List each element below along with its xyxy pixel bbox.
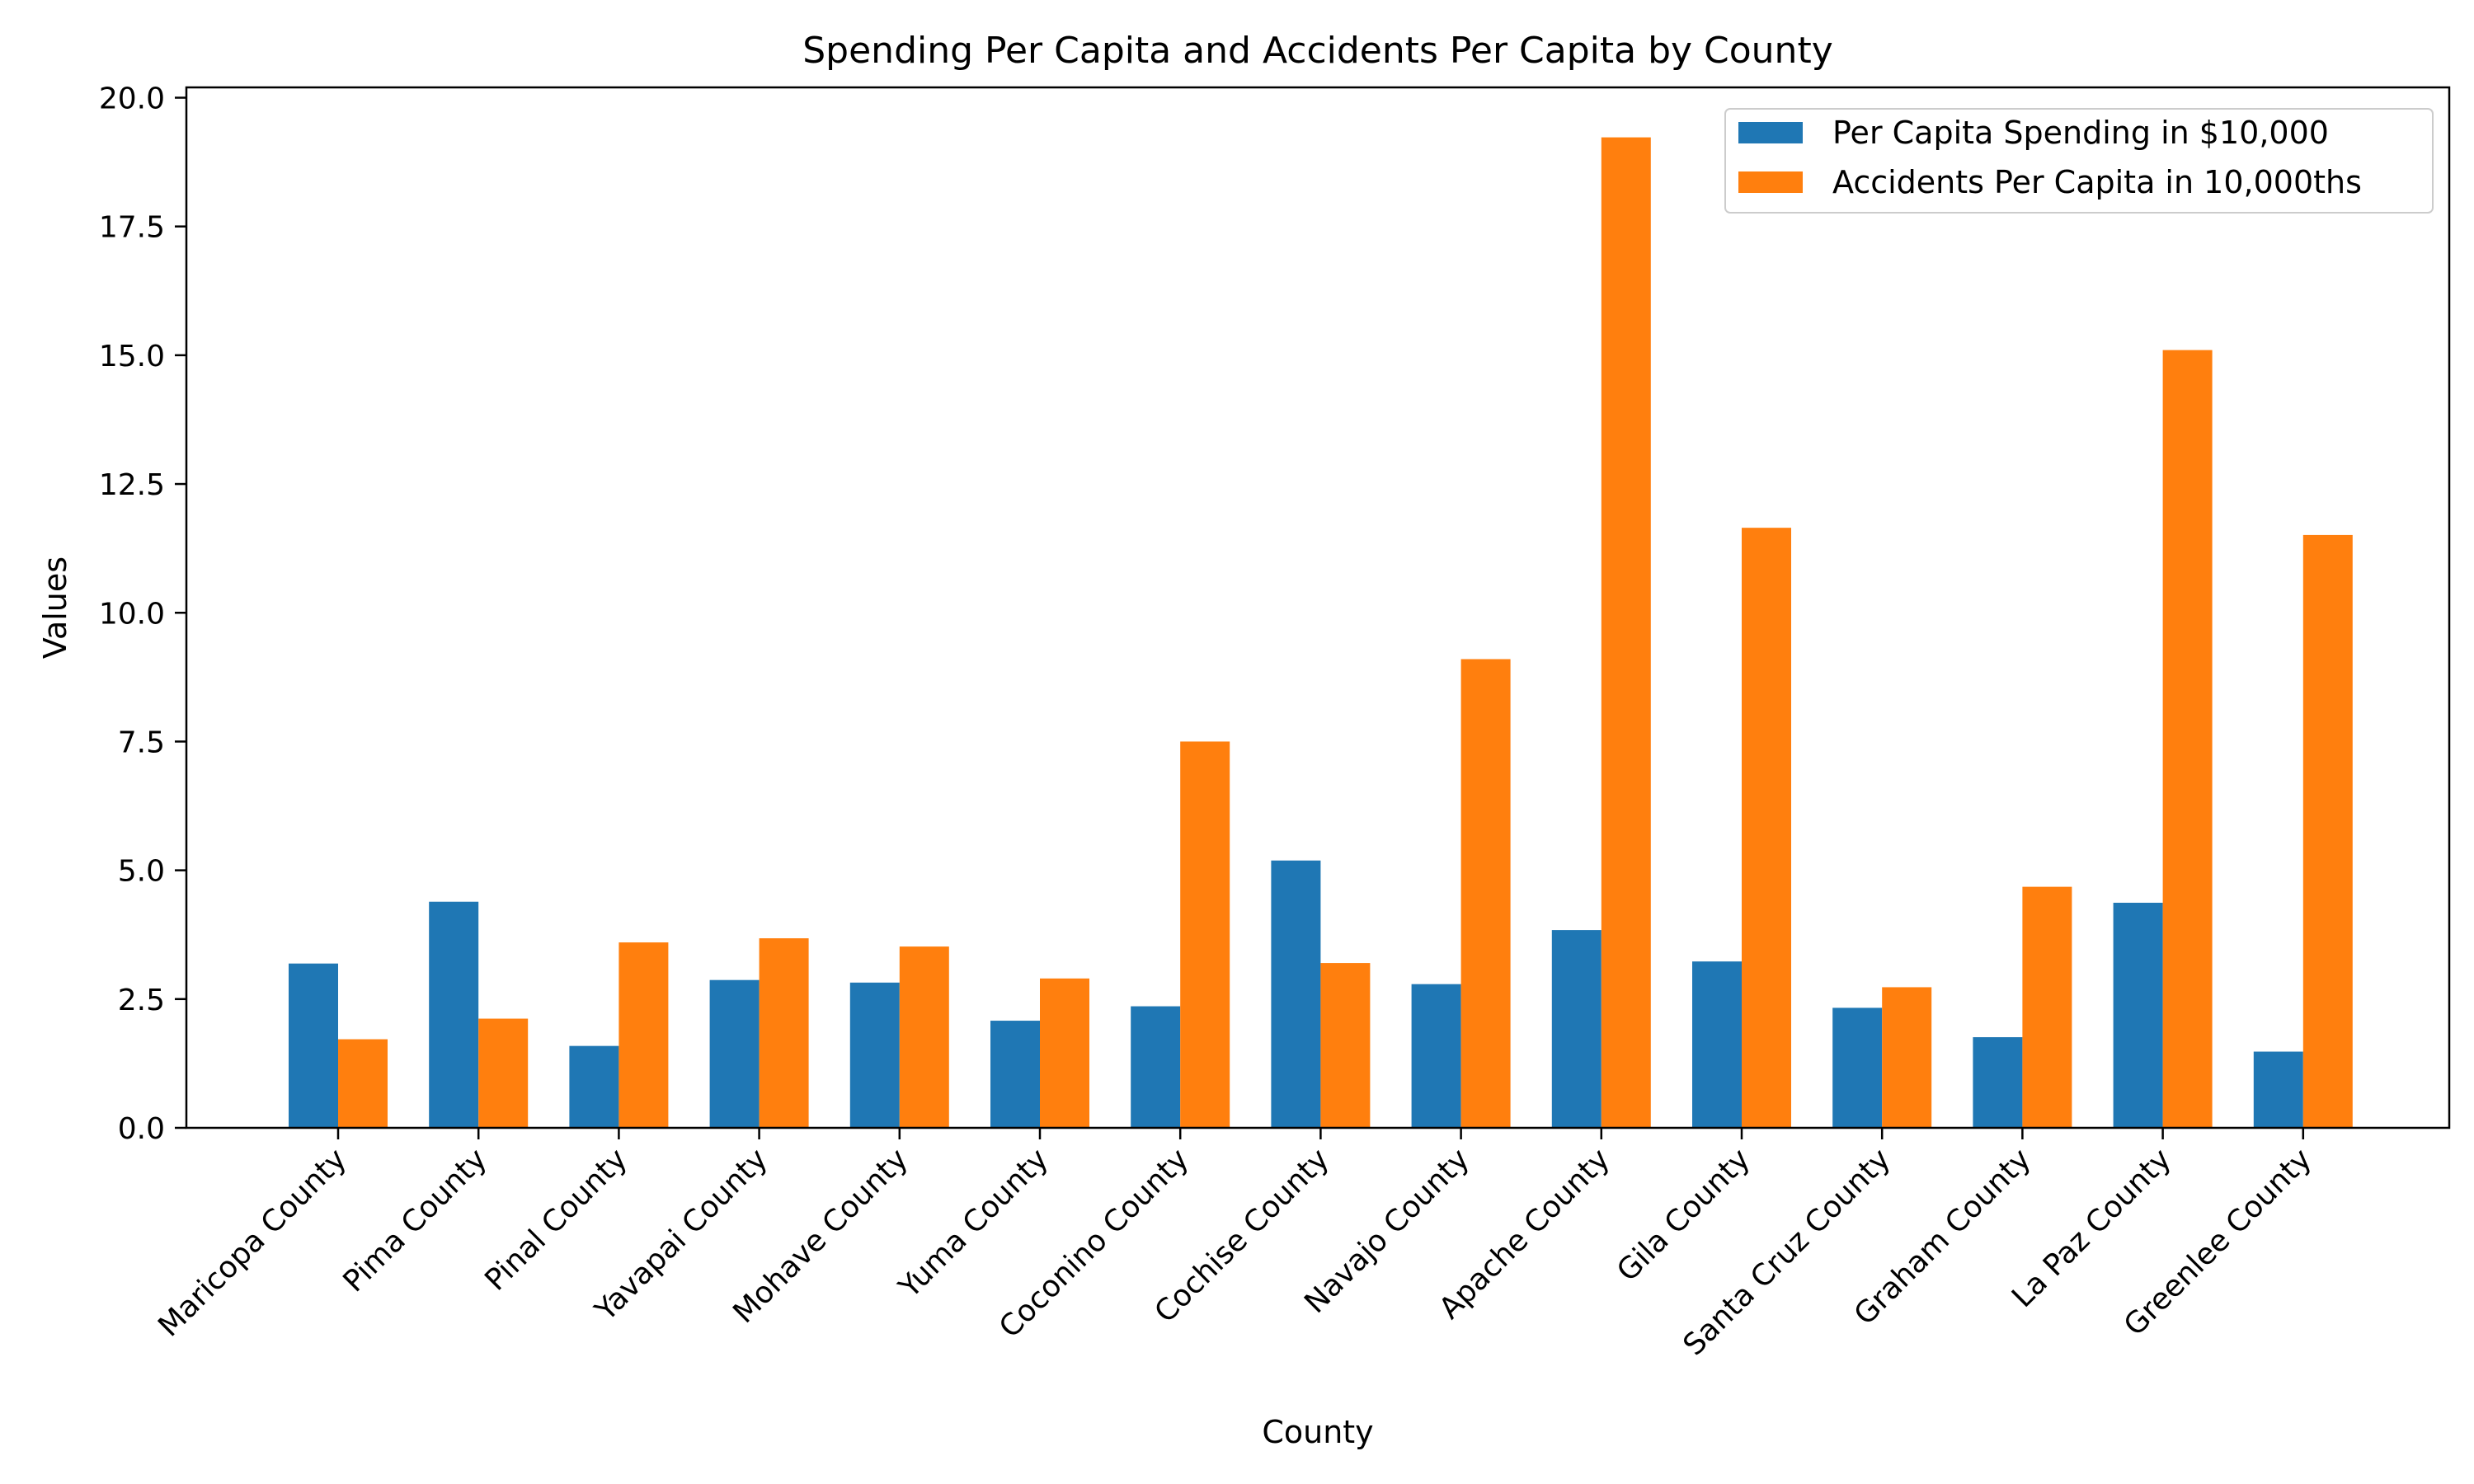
bar-spending-5 — [990, 1021, 1040, 1128]
bar-accidents-0 — [338, 1039, 388, 1128]
bars-group — [289, 137, 2353, 1129]
bar-accidents-1 — [478, 1018, 529, 1128]
bar-accidents-7 — [1320, 963, 1371, 1128]
chart-title: Spending Per Capita and Accidents Per Ca… — [802, 30, 1833, 72]
bar-spending-9 — [1551, 930, 1602, 1128]
bar-accidents-12 — [2022, 886, 2072, 1128]
legend-box — [1724, 108, 2434, 214]
y-tick-label-2: 5.0 — [118, 855, 165, 889]
plot-frame — [185, 86, 2451, 1129]
y-tick-label-5: 12.5 — [99, 468, 165, 502]
legend: Per Capita Spending in $10,000 Accidents… — [1724, 108, 2434, 214]
bar-spending-8 — [1411, 984, 1461, 1128]
x-axis-label: County — [1262, 1414, 1373, 1450]
y-tick-label-7: 17.5 — [99, 211, 165, 245]
bar-spending-1 — [429, 901, 479, 1128]
y-tick-label-8: 20.0 — [99, 82, 165, 116]
bar-accidents-6 — [1180, 741, 1230, 1128]
y-tick-label-6: 15.0 — [99, 340, 165, 373]
bar-spending-6 — [1131, 1006, 1181, 1128]
bar-spending-7 — [1271, 860, 1321, 1128]
bar-accidents-14 — [2302, 534, 2353, 1128]
y-axis-label: Values — [37, 556, 73, 659]
legend-swatch-accidents — [1738, 171, 1803, 193]
bar-spending-10 — [1692, 961, 1742, 1128]
bar-spending-0 — [289, 963, 338, 1128]
bar-spending-2 — [569, 1045, 619, 1128]
bar-accidents-2 — [618, 942, 669, 1128]
bar-accidents-4 — [899, 946, 949, 1128]
bar-accidents-8 — [1460, 659, 1511, 1128]
bar-accidents-5 — [1040, 978, 1089, 1128]
legend-label-accidents: Accidents Per Capita in 10,000ths — [1832, 164, 2362, 200]
bar-spending-3 — [709, 979, 760, 1128]
bar-accidents-3 — [759, 938, 809, 1128]
bar-accidents-11 — [1882, 987, 1932, 1128]
y-tick-label-0: 0.0 — [118, 1112, 165, 1146]
bar-spending-12 — [1973, 1037, 2023, 1128]
y-tick-label-1: 2.5 — [118, 984, 165, 1017]
bar-spending-14 — [2253, 1051, 2303, 1128]
y-tick-label-4: 10.0 — [99, 597, 165, 631]
bar-accidents-10 — [1742, 528, 1791, 1128]
bar-accidents-13 — [2162, 350, 2213, 1128]
y-tick-label-3: 7.5 — [118, 726, 165, 759]
bar-spending-11 — [1832, 1007, 1883, 1128]
y-axis: 0.0 2.5 5.0 7.5 10.0 12.5 15.0 17.5 20.0 — [99, 82, 186, 1146]
bar-spending-13 — [2113, 902, 2163, 1128]
legend-label-spending: Per Capita Spending in $10,000 — [1832, 115, 2329, 151]
bar-spending-4 — [849, 982, 900, 1128]
legend-swatch-spending — [1738, 122, 1803, 143]
bar-accidents-9 — [1601, 137, 1651, 1129]
